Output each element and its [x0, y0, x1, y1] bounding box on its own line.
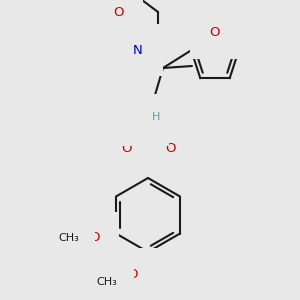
Text: O: O: [89, 231, 100, 244]
Text: O: O: [128, 268, 138, 281]
Text: CH₃: CH₃: [97, 277, 117, 287]
Text: O: O: [113, 5, 123, 19]
Text: CH₃: CH₃: [58, 233, 79, 243]
Text: H: H: [152, 112, 160, 122]
Text: O: O: [121, 142, 131, 154]
Text: N: N: [139, 113, 149, 127]
Text: S: S: [143, 140, 153, 155]
Text: N: N: [133, 44, 143, 56]
Text: O: O: [165, 142, 175, 154]
Text: O: O: [210, 26, 220, 40]
